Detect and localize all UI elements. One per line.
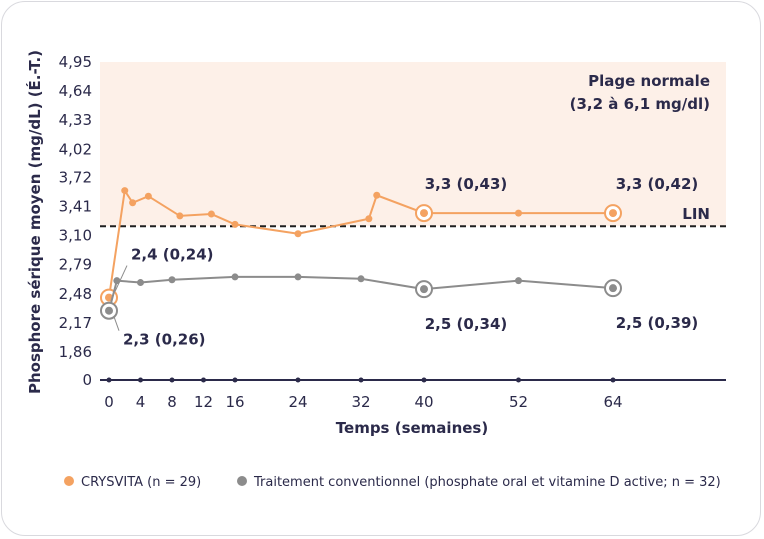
zero-marker [138, 377, 143, 383]
data-point [113, 277, 121, 285]
annotation-label: 2,3 (0,26) [123, 331, 206, 349]
data-point [365, 215, 373, 223]
x-tick-label: 12 [194, 393, 213, 411]
zero-marker [232, 377, 238, 383]
legend: CRYSVITA (n = 29) Traitement conventionn… [64, 475, 721, 490]
data-point [231, 220, 239, 228]
y-tick-label: 2,79 [59, 256, 92, 274]
y-tick-label: 4,33 [59, 111, 92, 129]
annotation-label: 2,5 (0,34) [425, 315, 508, 333]
annotation-leader [113, 316, 120, 331]
x-axis-title: Temps (semaines) [336, 419, 488, 437]
lin-label: LIN [682, 205, 710, 223]
zero-marker [516, 377, 521, 383]
data-point [294, 230, 302, 238]
y-tick-label: 1,86 [59, 343, 92, 361]
x-tick-label: 0 [104, 393, 114, 411]
legend-swatch-crysvita [64, 476, 74, 486]
annotation-label: 3,3 (0,42) [616, 175, 699, 193]
data-point [609, 284, 617, 293]
y-axis-title: Phosphore sérique moyen (mg/dL) (É.-T.) [25, 50, 44, 394]
annotation-label: 3,3 (0,43) [425, 175, 508, 193]
data-point [373, 191, 381, 199]
zero-marker [421, 377, 427, 383]
annotations: 2,4 (0,24) 2,3 (0,26) 3,3 (0,43) 3,3 (0,42)… [123, 175, 698, 349]
zero-line-markers [106, 377, 616, 383]
zero-marker [169, 377, 175, 383]
data-point [129, 199, 137, 207]
normal-range-label-line1: Plage normale [588, 72, 710, 90]
data-point [144, 192, 152, 200]
x-tick-label: 40 [414, 393, 433, 411]
data-point [137, 279, 144, 287]
data-point [105, 306, 113, 315]
legend-label-conventionnel: Traitement conventionnel (phosphate oral… [253, 475, 721, 490]
data-point [420, 285, 428, 294]
zero-marker [610, 377, 616, 383]
y-tick-label: 0 [82, 371, 92, 389]
x-tick-label: 8 [167, 393, 177, 411]
y-tick-label: 4,64 [59, 82, 92, 100]
data-point [420, 209, 428, 218]
data-point [231, 273, 239, 281]
y-tick-label: 3,72 [59, 168, 92, 186]
x-tick-label: 32 [351, 393, 370, 411]
x-tick-label: 16 [225, 393, 244, 411]
annotation-label: 2,4 (0,24) [131, 246, 214, 264]
annotation-label: 2,5 (0,39) [616, 314, 699, 332]
data-point [515, 209, 522, 217]
data-point [176, 212, 184, 220]
zero-marker [201, 377, 206, 383]
x-axis-ticks: 0 4 8 12 16 24 32 40 52 64 [104, 393, 622, 411]
y-tick-label: 3,10 [59, 227, 92, 245]
y-tick-label: 4,02 [59, 140, 92, 158]
series-layer [100, 187, 622, 320]
zero-marker [295, 377, 301, 383]
data-point [207, 210, 215, 218]
x-tick-label: 64 [603, 393, 622, 411]
annotation-leaders [113, 265, 128, 331]
y-tick-label: 2,48 [59, 285, 92, 303]
data-point [294, 273, 302, 281]
data-point [121, 187, 129, 195]
y-tick-label: 3,41 [59, 198, 92, 216]
x-tick-label: 4 [136, 393, 146, 411]
y-tick-label: 4,95 [59, 53, 92, 71]
legend-label-crysvita: CRYSVITA (n = 29) [81, 475, 201, 490]
data-point [609, 209, 617, 218]
data-point [515, 277, 522, 285]
x-tick-label: 24 [288, 393, 307, 411]
annotation-leader [114, 265, 128, 292]
series-line [108, 275, 614, 311]
data-point [168, 276, 176, 284]
legend-swatch-conventionnel [237, 476, 247, 486]
data-point [357, 275, 365, 283]
zero-marker [358, 377, 364, 383]
y-tick-label: 2,17 [59, 314, 92, 332]
zero-marker [106, 377, 112, 383]
x-tick-label: 52 [509, 393, 528, 411]
normal-range-label-line2: (3,2 à 6,1 mg/dl) [570, 95, 710, 113]
y-axis-ticks: 0 1,86 2,17 2,48 2,79 3,10 3,41 3,72 4,02 4,33 4,6… [59, 53, 92, 389]
normal-range-band [100, 62, 726, 227]
